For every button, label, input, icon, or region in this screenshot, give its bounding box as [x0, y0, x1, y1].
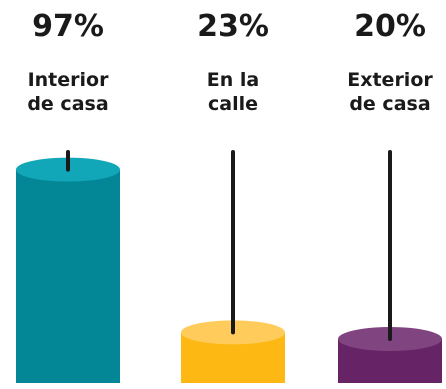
category-label: de casa — [349, 93, 430, 115]
category-label: Exterior — [347, 69, 433, 91]
bar-1 — [16, 150, 120, 383]
bar-2 — [181, 150, 285, 383]
category-label: calle — [208, 93, 258, 115]
value-label: 23% — [197, 9, 269, 44]
category-label: En la — [207, 69, 259, 91]
value-label: 20% — [354, 9, 426, 44]
category-label: Interior — [28, 69, 110, 91]
bar-3 — [338, 150, 442, 383]
category-label: de casa — [27, 93, 108, 115]
bar-body — [16, 169, 120, 383]
value-label: 97% — [32, 9, 104, 44]
